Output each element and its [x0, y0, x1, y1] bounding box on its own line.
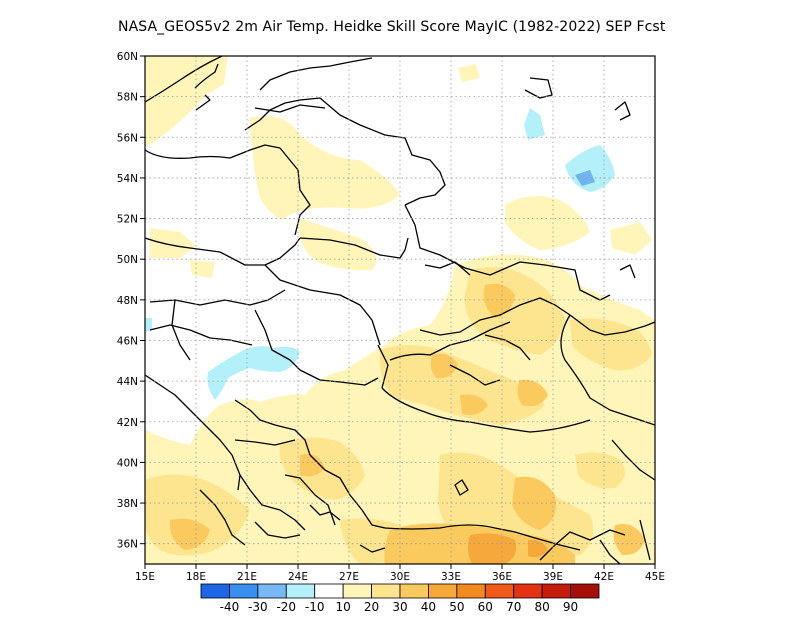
lat-tick-label: 44N	[117, 376, 138, 388]
lon-tick-label: 27E	[339, 571, 359, 583]
lon-tick-label: 42E	[594, 571, 614, 583]
skill-fill-negative	[145, 108, 615, 400]
map-area	[145, 56, 655, 564]
colorbar-label: 20	[364, 600, 379, 614]
colorbar-label: 80	[535, 600, 550, 614]
lat-tick-label: 40N	[117, 457, 138, 469]
colorbar-swatch	[314, 583, 344, 599]
lat-tick-label: 58N	[117, 92, 138, 104]
colorbar-swatch	[229, 583, 259, 599]
colorbar-label: 60	[478, 600, 493, 614]
lat-tick-label: 50N	[117, 254, 138, 266]
colorbar-swatch	[570, 583, 600, 599]
lon-tick-label: 24E	[288, 571, 308, 583]
lon-tick-label: 21E	[237, 571, 257, 583]
colorbar-label: 90	[563, 600, 578, 614]
colorbar-swatch	[484, 583, 515, 599]
colorbar: -40 -30 -20 -10 10 20 30 40 50 60 70 80 90	[200, 583, 600, 614]
colorbar-swatch	[285, 583, 316, 599]
latitude-axis: 36N 38N 40N 42N 44N 46N 48N 50N 52N 54N 56N 58N 60N	[117, 51, 145, 551]
lon-tick-label: 36E	[492, 571, 512, 583]
colorbar-swatch	[200, 583, 230, 599]
lat-tick-label: 54N	[117, 173, 138, 185]
lon-tick-label: 18E	[186, 571, 206, 583]
lon-tick-label: 30E	[390, 571, 410, 583]
lat-tick-label: 52N	[117, 214, 138, 226]
colorbar-label: -30	[248, 600, 268, 614]
colorbar-swatch	[541, 583, 571, 599]
colorbar-label: -40	[220, 600, 240, 614]
colorbar-label: 50	[449, 600, 464, 614]
colorbar-swatch	[428, 583, 458, 599]
colorbar-swatch	[456, 583, 486, 599]
colorbar-swatch	[257, 583, 287, 599]
colorbar-swatch	[513, 583, 543, 599]
lat-tick-label: 46N	[117, 335, 138, 347]
colorbar-label: 70	[506, 600, 521, 614]
country-boundaries	[145, 56, 655, 564]
colorbar-label: 40	[421, 600, 436, 614]
lat-tick-label: 48N	[117, 295, 138, 307]
grid-lines	[145, 56, 655, 564]
colorbar-swatch	[399, 583, 429, 599]
lon-tick-label: 39E	[543, 571, 563, 583]
longitude-axis: 15E 18E 21E 24E 27E 30E 33E 36E 39E 42E 45E	[135, 564, 665, 583]
lat-tick-label: 38N	[117, 498, 138, 510]
colorbar-label: -10	[305, 600, 325, 614]
lon-tick-label: 15E	[135, 571, 155, 583]
lon-tick-label: 33E	[441, 571, 461, 583]
lat-tick-label: 36N	[117, 539, 138, 551]
lat-tick-label: 56N	[117, 132, 138, 144]
lat-tick-label: 60N	[117, 51, 138, 63]
lat-tick-label: 42N	[117, 417, 138, 429]
lon-tick-label: 45E	[645, 571, 665, 583]
page-title: NASA_GEOS5v2 2m Air Temp. Heidke Skill S…	[118, 19, 666, 35]
skill-fill-40-50	[467, 533, 548, 564]
colorbar-label: -20	[276, 600, 296, 614]
colorbar-swatch	[342, 583, 372, 599]
colorbar-label: 30	[392, 600, 407, 614]
colorbar-label: 10	[336, 600, 351, 614]
colorbar-swatch	[371, 583, 401, 599]
